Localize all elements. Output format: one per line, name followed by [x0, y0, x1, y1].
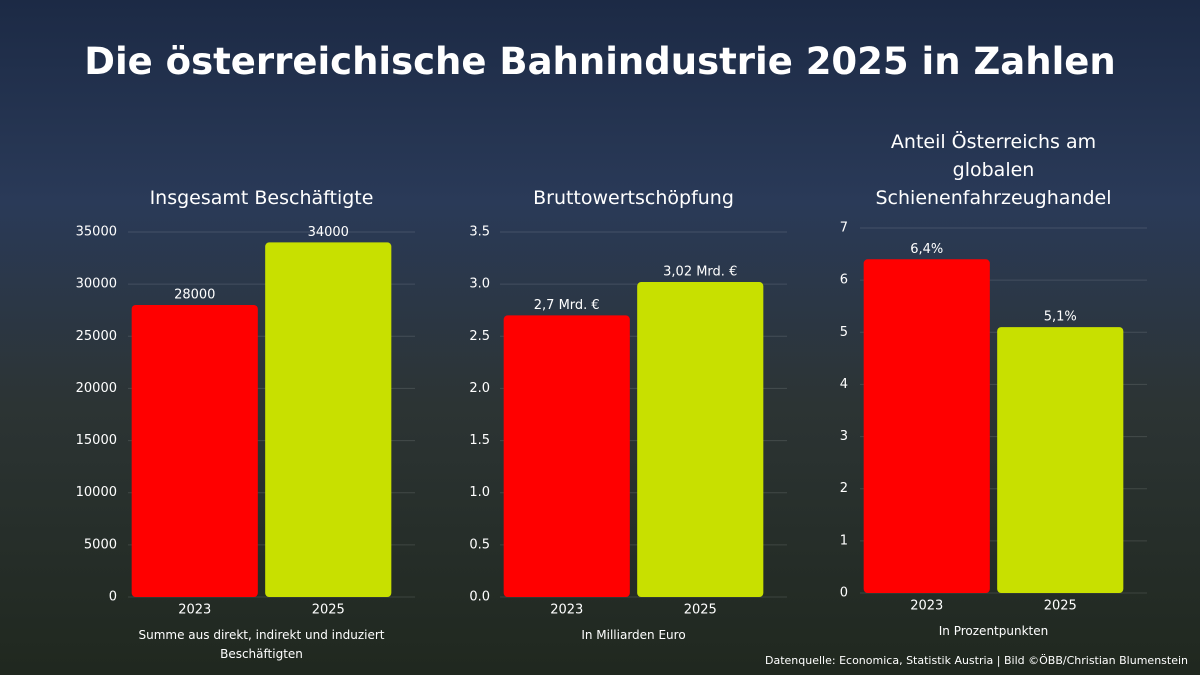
- y-tick-label: 20000: [76, 381, 117, 396]
- y-tick-label: 30000: [76, 277, 117, 292]
- y-tick-label: 0.0: [469, 590, 490, 605]
- y-tick-label: 2.5: [469, 329, 490, 344]
- y-tick-label: 25000: [76, 329, 117, 344]
- y-tick-label: 5: [840, 325, 848, 340]
- y-tick-label: 7: [840, 221, 848, 236]
- x-tick-label: 2025: [1044, 599, 1077, 614]
- y-tick-label: 3.0: [469, 277, 490, 292]
- chart-title: Anteil Österreichs am globalen Schienenf…: [875, 131, 1112, 209]
- y-tick-label: 2.0: [469, 381, 490, 396]
- page-title: Die österreichische Bahnindustrie 2025 i…: [84, 40, 1116, 83]
- chart-note: Summe aus direkt, indirekt und induziert…: [138, 628, 385, 661]
- y-tick-label: 1: [840, 533, 848, 548]
- y-tick-label: 4: [840, 377, 848, 392]
- bar: [863, 259, 990, 593]
- value-label: 6,4%: [910, 242, 943, 257]
- bar: [503, 315, 630, 597]
- y-tick-label: 1.0: [469, 485, 490, 500]
- bar: [637, 282, 764, 597]
- value-label: 3,02 Mrd. €: [663, 265, 737, 280]
- chart-title: Bruttowertschöpfung: [533, 187, 734, 209]
- bar: [265, 242, 392, 597]
- source: Datenquelle: Economica, Statistik Austri…: [765, 654, 1188, 667]
- y-tick-label: 1.5: [469, 433, 490, 448]
- chart-note: In Prozentpunkten: [938, 624, 1049, 638]
- x-tick-label: 2025: [312, 603, 345, 618]
- y-tick-label: 15000: [76, 433, 117, 448]
- y-tick-label: 5000: [84, 537, 117, 552]
- value-label: 2,7 Mrd. €: [534, 298, 600, 313]
- y-tick-label: 6: [840, 273, 848, 288]
- y-tick-label: 0: [109, 590, 117, 605]
- chart-title: Insgesamt Beschäftigte: [149, 187, 374, 209]
- chart-note: In Milliarden Euro: [581, 628, 686, 642]
- y-tick-label: 3.5: [469, 225, 490, 240]
- bar: [131, 305, 258, 597]
- bar: [997, 327, 1124, 593]
- y-tick-label: 0.5: [469, 537, 490, 552]
- value-label: 34000: [308, 225, 349, 240]
- x-tick-label: 2023: [178, 603, 211, 618]
- x-tick-label: 2023: [550, 603, 583, 618]
- y-tick-label: 2: [840, 481, 848, 496]
- value-label: 28000: [174, 288, 215, 303]
- y-tick-label: 3: [840, 429, 848, 444]
- value-label: 5,1%: [1044, 310, 1077, 325]
- y-tick-label: 10000: [76, 485, 117, 500]
- x-tick-label: 2025: [684, 603, 717, 618]
- y-tick-label: 0: [840, 586, 848, 601]
- x-tick-label: 2023: [910, 599, 943, 614]
- y-tick-label: 35000: [76, 225, 117, 240]
